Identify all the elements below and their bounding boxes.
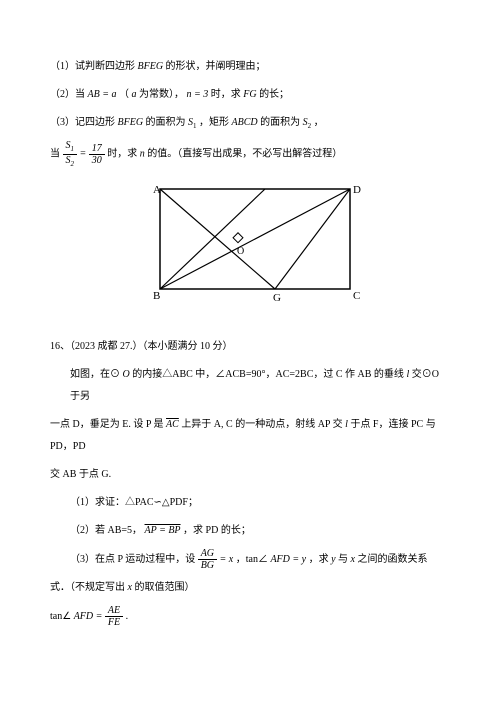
text: ，求 [309,554,329,565]
q16-body3: 交 AB 于点 G. [50,464,450,486]
sub: 1 [193,122,197,130]
text: 如图，在⊙ [70,369,120,380]
math: BFEG [118,117,144,128]
math: y [331,554,335,565]
math: = y [292,554,306,565]
text: 的面积为 [146,117,186,128]
num: 17 [89,143,105,155]
fraction-1730: 17 30 [89,143,105,166]
math: = x [220,554,234,565]
text: 的长； [259,89,289,100]
text: （2）当 [50,89,85,100]
q16-final: tan∠ AFD = AE FE . [50,605,450,628]
q1-part4: 当 S1 S2 = 17 30 时，求 n 的值。（直接写出成果，不必写出解答过… [50,140,450,168]
math: AB = a [88,89,117,100]
text: 的值。（直接写出成果，不必写出解答过程） [147,149,342,160]
math: x [128,582,132,593]
arc-apbp: AP = BP [145,525,181,536]
text: 为常数）， [139,89,184,100]
dot: . [126,611,129,622]
math: n = 3 [186,89,208,100]
q16-p1: （1）求证：△PAC∽△PDF； [50,492,450,514]
math: AFD [74,611,93,622]
q16-body2: 一点 D，垂足为 E. 设 P 是 AC 上异于 A, C 的一种动点，射线 A… [50,414,450,458]
arc-ac: AC [166,419,179,430]
math: ABCD [232,117,258,128]
math: n [140,149,145,160]
text: 上异于 A, C 的一种动点，射线 AP 交 [181,419,342,430]
math: l [406,369,409,380]
label-A: A [153,184,161,196]
math-bfeg: BFEG [138,61,164,72]
q1-part1: （1）试判断四边形 BFEG 的形状，并阐明理由； [50,56,450,78]
label-O: O [237,246,244,257]
math: AFD [270,554,289,565]
diagram-svg: A D B C G O [135,179,365,309]
q16-body1: 如图，在⊙ O 的内接△ABC 中，∠ACB=90°，AC=2BC，过 C 作 … [50,364,450,408]
text: （3）在点 P 运动过程中，设 [70,554,195,565]
q1-part2: （2）当 AB = a （ a 为常数）， n = 3 时，求 FG 的长； [50,84,450,106]
den: 30 [89,155,105,166]
num: AG [198,548,217,560]
text: tan∠ [50,611,71,622]
fraction-agbg: AG BG [198,548,217,571]
text: 的取值范围） [134,582,194,593]
sub: 2 [308,122,312,130]
math: O [123,369,130,380]
text: 的面积为 [260,117,300,128]
text: 时，求 [211,89,241,100]
text: 之间的函数关系 [358,554,428,565]
text: ，求 PD 的长； [183,525,251,536]
math: a [131,89,136,100]
math: FG [243,89,256,100]
text: 的内接△ABC 中，∠ACB=90°，AC=2BC，过 C 作 AB 的垂线 [132,369,404,380]
q16-body4: 式．（不规定写出 x 的取值范围） [50,577,450,599]
eq: = [96,611,105,622]
text: 的形状，并阐明理由； [166,61,266,72]
fraction-aefe: AE FE [105,605,123,628]
q16-p2: （2）若 AB=5， AP = BP ，求 PD 的长； [50,520,450,542]
q16-p3: （3）在点 P 运动过程中，设 AG BG = x ，tan∠ AFD = y … [50,548,450,571]
text: ， [314,117,324,128]
label-G: G [273,292,281,304]
q16-header: 16、（2023 成都 27.）（本小题满分 10 分） [50,336,450,358]
den: BG [198,560,217,571]
label-B: B [153,290,160,302]
den: FE [105,617,123,628]
q1-part3: （3）记四边形 BFEG 的面积为 S1 ，矩形 ABCD 的面积为 S2 ， [50,112,450,134]
eq: = [80,149,89,160]
label-C: C [353,290,360,302]
text: ，tan∠ [236,554,268,565]
text: （3）记四边形 [50,117,115,128]
text: ，矩形 [199,117,229,128]
label-D: D [353,184,361,196]
text: 式．（不规定写出 [50,582,125,593]
text: （1）试判断四边形 [50,61,135,72]
geometry-diagram: A D B C G O [50,179,450,318]
text: 时，求 [107,149,137,160]
num: AE [105,605,123,617]
text: 当 [50,149,60,160]
text: （ [119,89,129,100]
math: x [351,554,355,565]
fraction-s1s2: S1 S2 [63,140,78,168]
text: 一点 D，垂足为 E. 设 P 是 [50,419,164,430]
math: l [345,419,348,430]
text: 与 [338,554,348,565]
text: （2）若 AB=5， [70,525,142,536]
